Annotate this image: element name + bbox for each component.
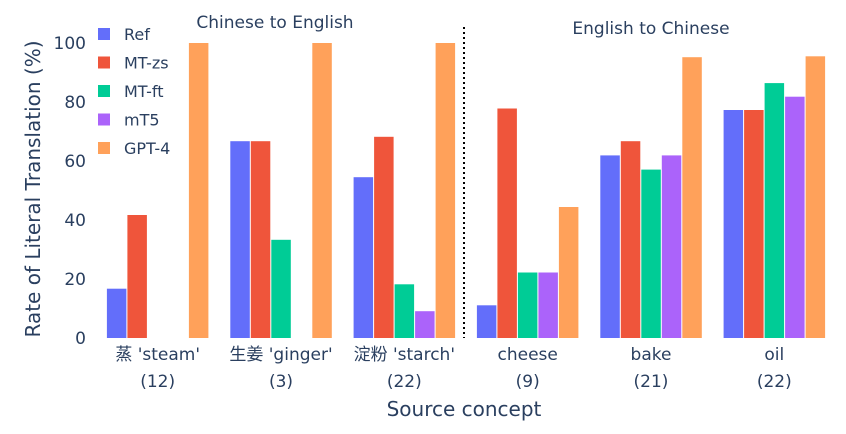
y-axis-title: Rate of Literal Translation (%) (21, 40, 45, 337)
bar-mt-zs-4 (620, 141, 641, 338)
legend-swatch-mt-zs (98, 56, 110, 69)
bar-ref-4 (600, 155, 620, 338)
x-tick-count-4: (21) (634, 372, 669, 392)
legend-label-ref: Ref (124, 25, 150, 44)
bar-mt-ft-1 (271, 239, 291, 338)
y-tick-label-60: 60 (64, 152, 86, 172)
bar-mt5-5 (785, 96, 805, 338)
y-tick-label-100: 100 (54, 34, 86, 54)
x-tick-label-5: oil (764, 345, 784, 365)
bar-mt5-4 (661, 155, 682, 338)
legend-swatch-mt5 (98, 113, 110, 126)
y-tick-label-0: 0 (75, 329, 86, 349)
annotation-english-to-chinese: English to Chinese (572, 19, 729, 39)
bar-gpt-4-1 (312, 43, 332, 338)
legend: Ref MT-zs MT-ft mT5 GPT-4 (98, 25, 170, 158)
y-tick-label-80: 80 (64, 93, 86, 113)
legend-label-gpt-4: GPT-4 (124, 139, 170, 158)
bar-mt-zs-0 (127, 215, 147, 338)
bar-mt-ft-5 (764, 83, 785, 338)
bar-gpt-4-2 (435, 43, 456, 338)
x-tick-label-2: 淀粉 'starch' (354, 345, 455, 365)
x-tick-label-0: 蒸 'steam' (115, 345, 200, 365)
x-tick-label-3: cheese (498, 345, 558, 365)
bar-mt-zs-2 (374, 136, 394, 338)
legend-label-mt-zs: MT-zs (124, 54, 169, 73)
x-tick-count-1: (3) (269, 372, 293, 392)
annotation-chinese-to-english: Chinese to English (196, 13, 353, 33)
x-tick-label-4: bake (631, 345, 672, 365)
bar-ref-1 (230, 141, 250, 338)
bar-mt-zs-5 (744, 110, 764, 338)
y-tick-label-40: 40 (64, 211, 86, 231)
legend-swatch-ref (98, 28, 110, 40)
bar-gpt-4-3 (558, 207, 579, 338)
x-tick-count-5: (22) (757, 372, 792, 392)
x-tick-count-3: (9) (516, 372, 540, 392)
y-tick-label-20: 20 (64, 270, 86, 290)
legend-swatch-gpt-4 (98, 142, 110, 154)
bar-mt-ft-2 (394, 284, 415, 338)
bar-mt-ft-4 (641, 169, 661, 338)
x-axis-ticks: 蒸 'steam' (12) 生姜 'ginger' (3) 淀粉 'starch' (2… (115, 345, 791, 392)
bar-mt5-2 (415, 311, 435, 338)
bar-gpt-4-4 (682, 57, 702, 338)
bar-ref-2 (353, 177, 374, 338)
bar-ref-5 (723, 110, 744, 338)
bar-mt-zs-3 (497, 108, 517, 338)
bar-ref-3 (476, 305, 497, 338)
bar-mt-zs-1 (250, 141, 271, 338)
x-tick-count-0: (12) (140, 372, 175, 392)
bar-gpt-4-5 (805, 56, 826, 339)
bar-ref-0 (106, 288, 127, 338)
legend-label-mt-ft: MT-ft (124, 82, 164, 101)
legend-label-mt5: mT5 (124, 111, 160, 130)
x-tick-label-1: 生姜 'ginger' (229, 345, 332, 365)
bar-mt-ft-3 (517, 272, 538, 338)
legend-swatch-mt-ft (98, 85, 110, 97)
y-axis-ticks: 0 20 40 60 80 100 (54, 34, 86, 349)
x-axis-title: Source concept (387, 397, 542, 421)
bar-gpt-4-0 (188, 43, 209, 338)
x-tick-count-2: (22) (387, 372, 422, 392)
bars-layer (106, 43, 826, 339)
bar-mt5-3 (538, 272, 558, 338)
